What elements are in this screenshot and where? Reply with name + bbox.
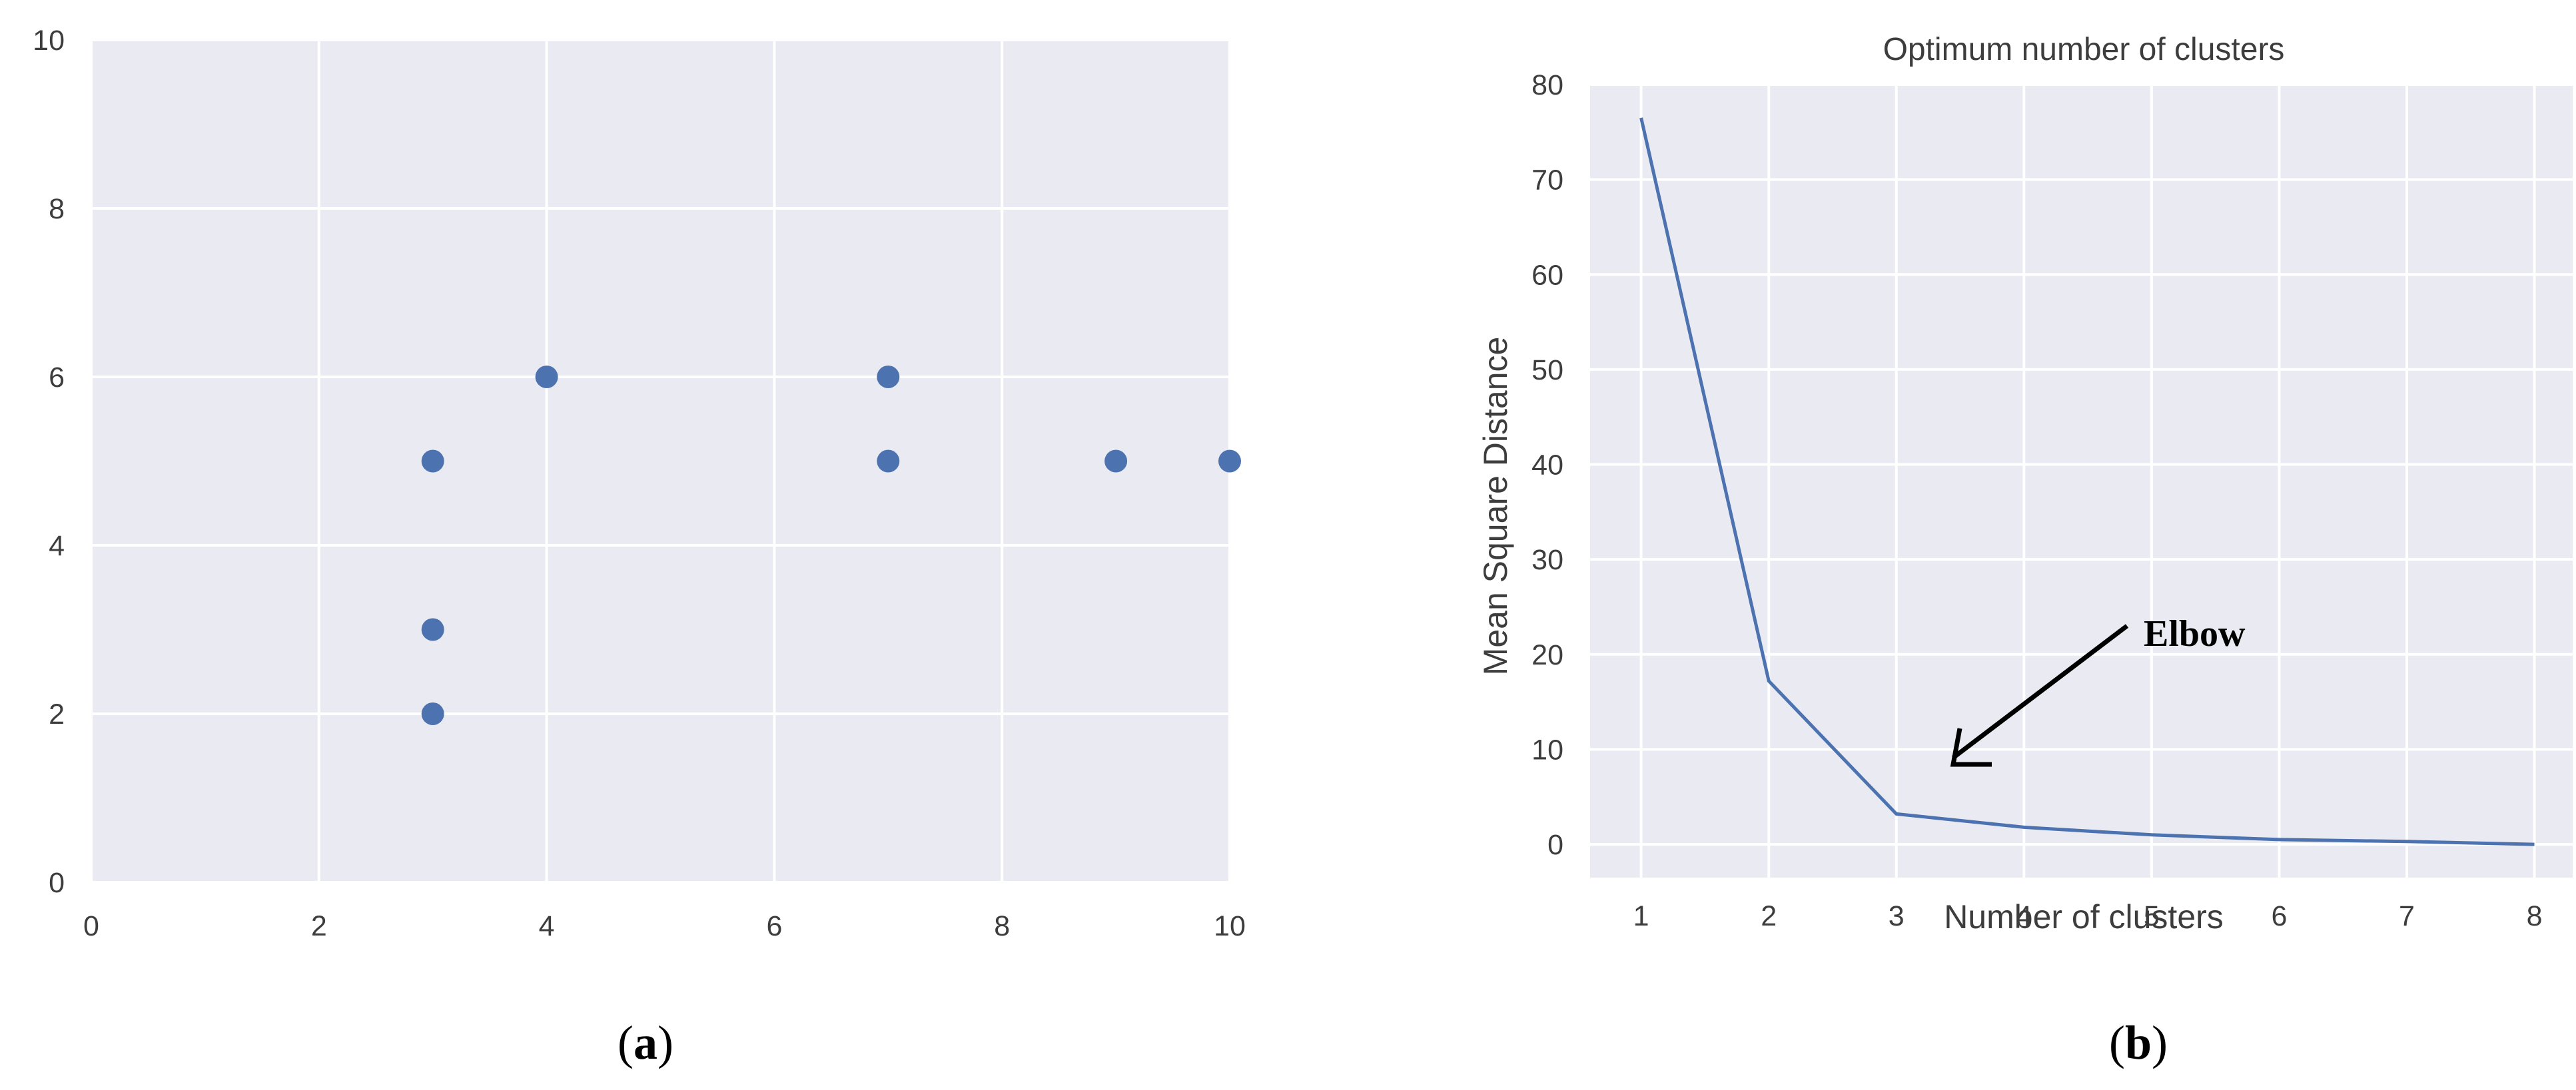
panel-b-title: Optimum number of clusters bbox=[1883, 32, 2285, 67]
panel-a-y-tick-label: 0 bbox=[49, 867, 65, 899]
panel-b-series-line bbox=[1639, 117, 2535, 846]
panel-a-y-tick-label: 8 bbox=[49, 193, 65, 225]
panel-b-x-tick-label: 7 bbox=[2399, 900, 2415, 932]
panel-a-y-tick-label: 10 bbox=[33, 25, 65, 57]
panel-a-data-point bbox=[421, 618, 444, 641]
panel-b-x-tick-label: 3 bbox=[1889, 900, 1905, 932]
panel-a-chart: 0 2 4 6 8 10 0 2 4 6 8 10 bbox=[33, 25, 1246, 942]
panel-b-y-tick-label: 80 bbox=[1531, 69, 1563, 101]
panel-a-label: (a) bbox=[618, 1016, 673, 1069]
panel-b-y-axis-title: Mean Square Distance bbox=[1477, 337, 1514, 676]
panel-b-elbow-label: Elbow bbox=[2144, 613, 2246, 655]
panel-b-y-ticks: 0 10 20 30 40 50 60 70 80 bbox=[1531, 69, 1563, 861]
panel-a-x-ticks: 0 2 4 6 8 10 bbox=[83, 910, 1246, 942]
elbow-arrow-head bbox=[1950, 728, 1992, 767]
panel-b-x-tick-label: 2 bbox=[1761, 900, 1777, 932]
panel-b-y-tick-label: 70 bbox=[1531, 164, 1563, 196]
panel-b-chart: 1 2 3 4 5 6 7 8 0 10 20 30 40 50 60 70 80 Optimum numbe… bbox=[1477, 32, 2573, 936]
panel-a-x-tick-label: 8 bbox=[994, 910, 1010, 942]
panel-b-y-tick-label: 10 bbox=[1531, 734, 1563, 766]
panel-a-points bbox=[421, 366, 1241, 725]
panel-b-y-tick-label: 40 bbox=[1531, 449, 1563, 481]
panel-b-y-tick-label: 30 bbox=[1531, 544, 1563, 576]
panel-a-x-tick-label: 4 bbox=[539, 910, 555, 942]
panel-a-data-point bbox=[877, 449, 900, 473]
panel-b-elbow-arrow bbox=[1950, 624, 2129, 767]
panel-b-x-ticks: 1 2 3 4 5 6 7 8 bbox=[1633, 900, 2543, 932]
panel-b-x-tick-label: 4 bbox=[2016, 900, 2032, 932]
panel-a-x-tick-label: 10 bbox=[1214, 910, 1246, 942]
panel-b-x-tick-label: 5 bbox=[2144, 900, 2160, 932]
panel-b-grid bbox=[1590, 83, 2573, 878]
panel-b-x-tick-label: 8 bbox=[2527, 900, 2543, 932]
panel-b-y-tick-label: 20 bbox=[1531, 639, 1563, 671]
panel-a-data-point bbox=[1104, 449, 1128, 473]
panel-a-y-ticks: 0 2 4 6 8 10 bbox=[33, 25, 65, 899]
panel-a-y-tick-label: 6 bbox=[49, 362, 65, 394]
panel-a-data-point bbox=[877, 366, 900, 388]
panel-a-x-tick-label: 6 bbox=[766, 910, 782, 942]
panel-a-data-point bbox=[535, 366, 558, 388]
panel-a-y-tick-label: 4 bbox=[49, 530, 65, 562]
elbow-arrow-shaft bbox=[1951, 624, 2129, 760]
panel-b-x-tick-label: 1 bbox=[1633, 900, 1649, 932]
panel-b-x-tick-label: 6 bbox=[2271, 900, 2287, 932]
panel-b-y-tick-label: 60 bbox=[1531, 259, 1563, 291]
panel-a-plot-background bbox=[91, 40, 1230, 882]
panel-a-data-point bbox=[1218, 449, 1241, 473]
panel-a-y-tick-label: 2 bbox=[49, 698, 65, 730]
panel-b-x-axis-title: Number of clusters bbox=[1944, 898, 2224, 936]
panel-b-y-tick-label: 0 bbox=[1547, 829, 1563, 861]
panel-a-data-point bbox=[421, 449, 444, 473]
panel-a-x-tick-label: 0 bbox=[83, 910, 99, 942]
panel-b-y-tick-label: 50 bbox=[1531, 354, 1563, 386]
panel-b-plot-background bbox=[1590, 85, 2573, 878]
panel-b-label: (b) bbox=[2109, 1016, 2168, 1069]
panel-a-x-tick-label: 2 bbox=[311, 910, 327, 942]
panel-a-data-point bbox=[421, 702, 444, 725]
